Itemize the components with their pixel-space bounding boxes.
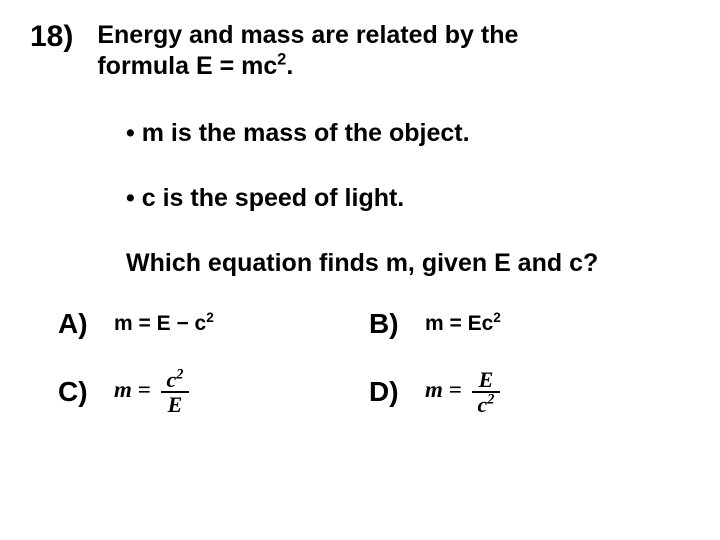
option-b-exp: 2 <box>493 310 501 325</box>
option-a: A) m = E − c2 <box>58 308 359 340</box>
option-d: D) m = E c2 <box>369 368 670 416</box>
question-line2-prefix: formula E = mc <box>97 52 277 80</box>
prompt: Which equation finds m, given E and c? <box>126 249 690 278</box>
option-d-den-exp: 2 <box>487 391 494 407</box>
option-d-fraction: E c2 <box>472 368 501 416</box>
bullet-2-symbol: • <box>126 184 135 212</box>
option-c-lhs: m = <box>114 377 151 402</box>
question-header: 18) Energy and mass are related by the f… <box>30 20 690 83</box>
option-c-num-exp: 2 <box>176 366 183 382</box>
options-grid: A) m = E − c2 B) m = Ec2 C) m = c2 E D) … <box>58 308 670 416</box>
question-number: 18) <box>30 20 73 53</box>
option-d-den-base: c <box>478 392 488 417</box>
bullet-1: • m is the mass of the object. <box>126 119 690 148</box>
question-text: Energy and mass are related by the formu… <box>97 20 518 83</box>
option-d-lhs: m = <box>425 377 462 402</box>
option-c-fraction: c2 E <box>161 368 190 416</box>
option-c: C) m = c2 E <box>58 368 359 416</box>
bullet-2: • c is the speed of light. <box>126 184 690 213</box>
bullet-2-text: c is the speed of light. <box>142 184 405 212</box>
option-a-prefix: m = E − c <box>114 312 206 335</box>
option-b-letter: B) <box>369 308 409 340</box>
option-d-letter: D) <box>369 376 409 408</box>
option-b-body: m = Ec2 <box>425 312 501 336</box>
option-b-prefix: m = Ec <box>425 312 493 335</box>
bullet-1-text: m is the mass of the object. <box>142 119 470 147</box>
option-a-letter: A) <box>58 308 98 340</box>
option-b: B) m = Ec2 <box>369 308 670 340</box>
question-line1: Energy and mass are related by the <box>97 21 518 49</box>
option-c-denominator: E <box>161 391 190 416</box>
option-a-exp: 2 <box>206 310 214 325</box>
option-c-num-base: c <box>167 367 177 392</box>
option-d-denominator: c2 <box>472 391 501 416</box>
option-c-letter: C) <box>58 376 98 408</box>
option-d-body: m = E c2 <box>425 368 500 416</box>
option-d-numerator: E <box>472 368 501 391</box>
question-line2-exp: 2 <box>277 51 286 69</box>
option-c-body: m = c2 E <box>114 368 189 416</box>
option-c-numerator: c2 <box>161 368 190 391</box>
question-line2-suffix: . <box>286 52 293 80</box>
option-a-body: m = E − c2 <box>114 312 214 336</box>
bullet-1-symbol: • <box>126 119 135 147</box>
